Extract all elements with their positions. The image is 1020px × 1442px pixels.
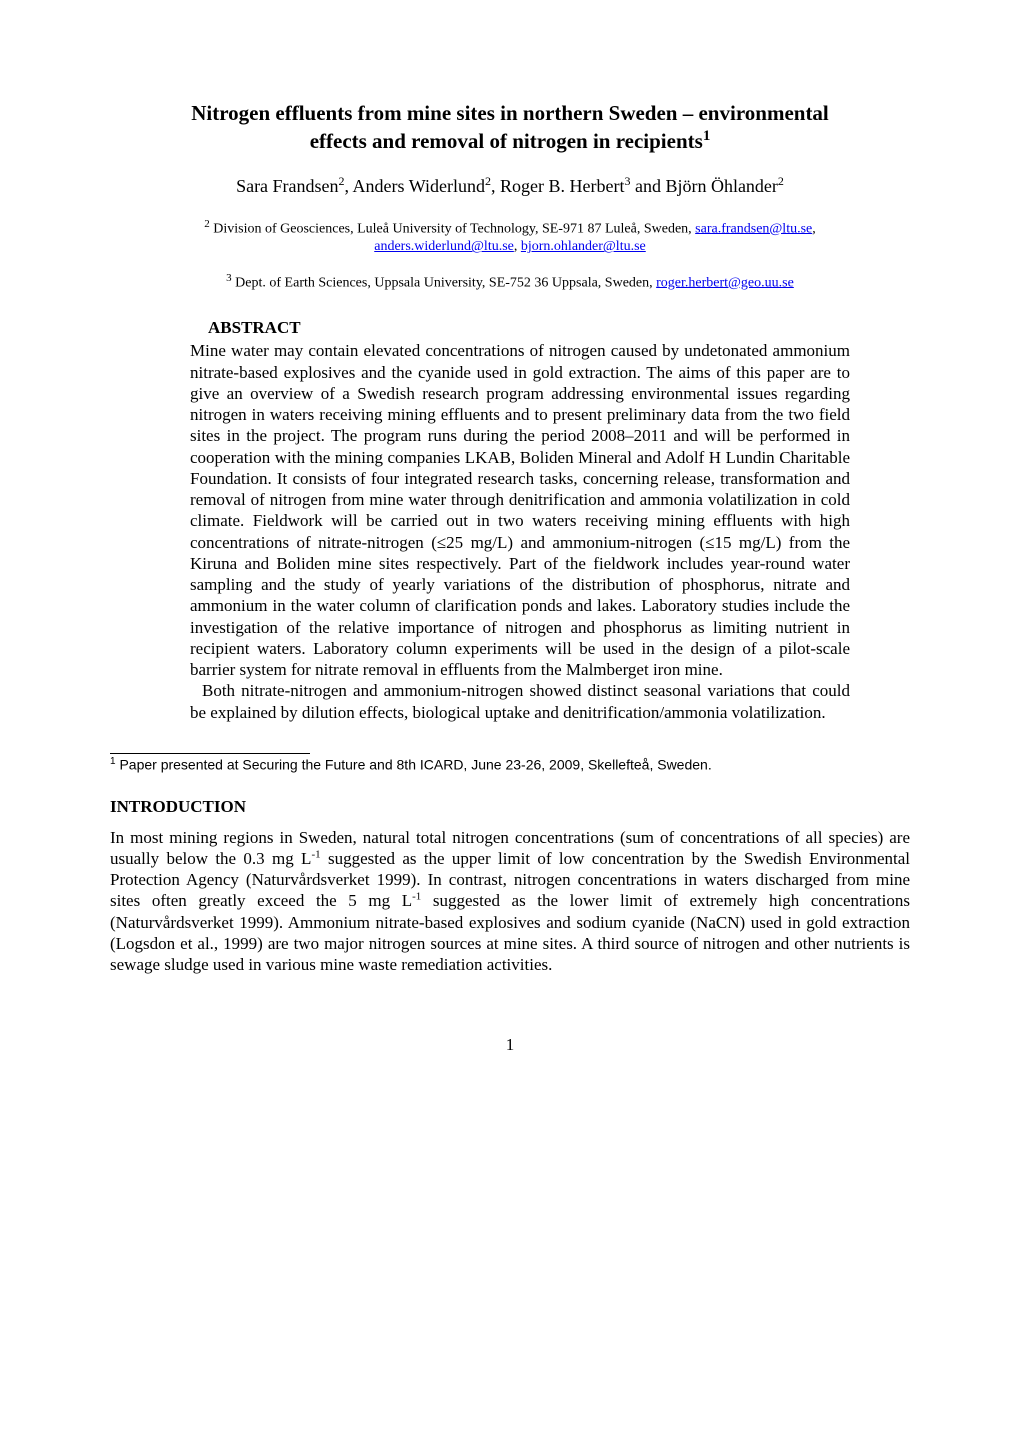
introduction-body: In most mining regions in Sweden, natura… bbox=[110, 827, 910, 976]
intro-sup-1: -1 bbox=[311, 848, 320, 860]
affiliation-1: 2 Division of Geosciences, Luleå Univers… bbox=[110, 217, 910, 257]
affiliation-1-email-3[interactable]: bjorn.ohlander@ltu.se bbox=[521, 239, 646, 254]
authors-line: Sara Frandsen2, Anders Widerlund2, Roger… bbox=[110, 174, 910, 197]
author-1: Sara Frandsen bbox=[236, 176, 338, 196]
affiliation-1-email-2[interactable]: anders.widerlund@ltu.se bbox=[374, 239, 514, 254]
abstract-body: Mine water may contain elevated concentr… bbox=[190, 340, 850, 723]
affiliation-2: 3 Dept. of Earth Sciences, Uppsala Unive… bbox=[110, 271, 910, 293]
abstract-heading: ABSTRACT bbox=[208, 318, 850, 338]
intro-sup-2: -1 bbox=[412, 891, 421, 903]
author-4-aff: 2 bbox=[778, 174, 784, 188]
author-4: and Björn Öhlander bbox=[630, 176, 777, 196]
affiliation-2-text: Dept. of Earth Sciences, Uppsala Univers… bbox=[232, 275, 656, 290]
affiliation-1-sep2: , bbox=[514, 239, 521, 254]
affiliation-1-sep: , bbox=[812, 221, 816, 236]
title-footnote-marker: 1 bbox=[703, 128, 711, 144]
author-2: , Anders Widerlund bbox=[345, 176, 485, 196]
title-line1: Nitrogen effluents from mine sites in no… bbox=[191, 101, 829, 125]
title-line2: effects and removal of nitrogen in recip… bbox=[310, 129, 703, 153]
affiliation-1-text: Division of Geosciences, Luleå Universit… bbox=[210, 221, 695, 236]
affiliation-2-email[interactable]: roger.herbert@geo.uu.se bbox=[656, 275, 794, 290]
footnote: 1 Paper presented at Securing the Future… bbox=[110, 756, 910, 773]
abstract-para-1: Mine water may contain elevated concentr… bbox=[190, 341, 850, 679]
abstract-section: ABSTRACT Mine water may contain elevated… bbox=[190, 318, 850, 723]
footnote-rule bbox=[110, 753, 310, 754]
page-number: 1 bbox=[110, 1035, 910, 1055]
author-3: , Roger B. Herbert bbox=[491, 176, 624, 196]
footnote-text: Paper presented at Securing the Future a… bbox=[116, 757, 712, 773]
abstract-para-2: Both nitrate-nitrogen and ammonium-nitro… bbox=[190, 680, 850, 723]
paper-title: Nitrogen effluents from mine sites in no… bbox=[110, 100, 910, 156]
affiliation-1-email-1[interactable]: sara.frandsen@ltu.se bbox=[695, 221, 812, 236]
introduction-heading: INTRODUCTION bbox=[110, 797, 910, 817]
